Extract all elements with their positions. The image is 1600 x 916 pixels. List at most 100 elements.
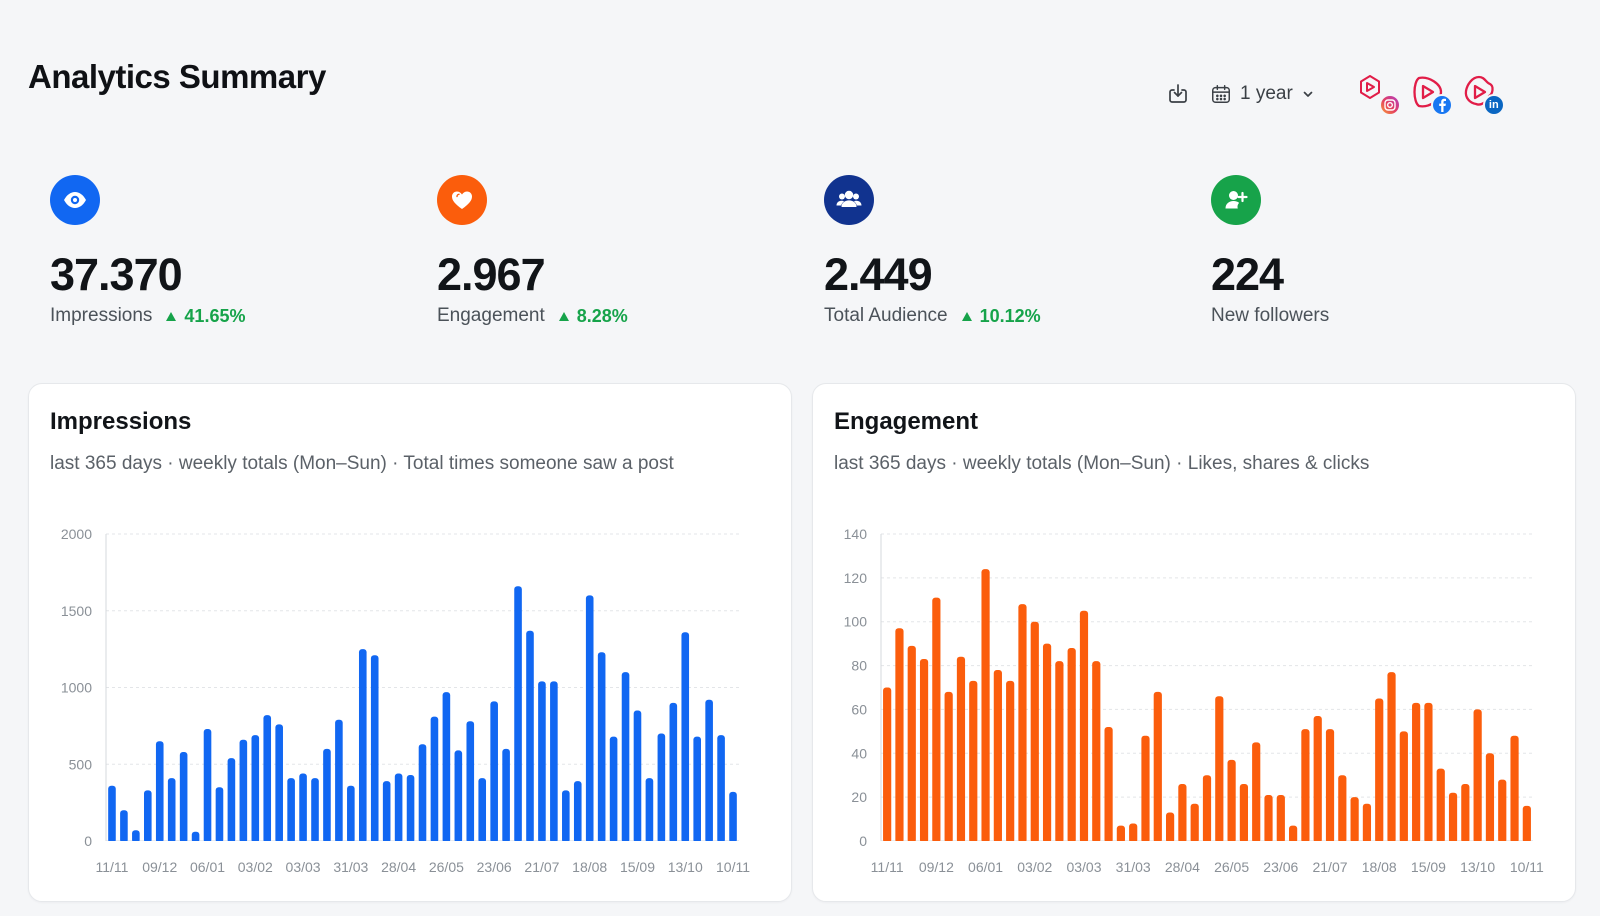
bar[interactable]: [406, 774, 415, 843]
bar[interactable]: [538, 681, 546, 843]
account-instagram[interactable]: [1355, 72, 1401, 116]
bar[interactable]: [191, 831, 200, 843]
bar[interactable]: [442, 692, 451, 843]
bar[interactable]: [490, 701, 498, 843]
bar[interactable]: [1461, 783, 1470, 843]
bar[interactable]: [585, 595, 594, 843]
bar[interactable]: [215, 787, 224, 843]
bar[interactable]: [358, 649, 367, 843]
bar[interactable]: [907, 645, 916, 843]
bar[interactable]: [669, 702, 678, 843]
bar[interactable]: [1424, 702, 1433, 843]
bar[interactable]: [1264, 794, 1273, 843]
bar[interactable]: [1301, 729, 1310, 843]
bar[interactable]: [430, 716, 439, 843]
bar[interactable]: [1350, 797, 1359, 843]
bar[interactable]: [1178, 783, 1187, 843]
bar[interactable]: [597, 652, 606, 843]
bar[interactable]: [919, 658, 929, 843]
bar[interactable]: [120, 810, 128, 843]
bar[interactable]: [932, 597, 941, 843]
bar[interactable]: [1190, 803, 1199, 843]
bar[interactable]: [645, 778, 654, 843]
bar[interactable]: [1473, 709, 1482, 843]
bar[interactable]: [1252, 742, 1261, 843]
bar[interactable]: [895, 628, 904, 843]
bar[interactable]: [1522, 805, 1531, 843]
bar[interactable]: [1030, 621, 1039, 843]
bar[interactable]: [1498, 779, 1507, 843]
account-linkedin[interactable]: in: [1459, 72, 1505, 116]
bar[interactable]: [1215, 696, 1224, 843]
download-button[interactable]: [1160, 76, 1196, 112]
bar[interactable]: [1104, 726, 1113, 843]
bar[interactable]: [287, 778, 295, 843]
bar[interactable]: [573, 781, 582, 843]
bar[interactable]: [514, 586, 522, 843]
bar[interactable]: [167, 778, 176, 843]
bar[interactable]: [1141, 735, 1150, 843]
bar[interactable]: [1276, 794, 1285, 843]
bar[interactable]: [1202, 775, 1212, 843]
bar[interactable]: [1387, 672, 1396, 843]
bar[interactable]: [717, 735, 725, 843]
bar[interactable]: [609, 736, 618, 843]
bar[interactable]: [1227, 759, 1236, 843]
bar[interactable]: [335, 719, 343, 843]
bar[interactable]: [633, 710, 642, 843]
bar[interactable]: [478, 778, 487, 843]
bar[interactable]: [1067, 648, 1076, 843]
bar[interactable]: [944, 691, 953, 843]
bar[interactable]: [263, 715, 272, 843]
bar[interactable]: [956, 656, 966, 843]
bar[interactable]: [550, 681, 558, 843]
bar[interactable]: [179, 751, 188, 843]
bar[interactable]: [155, 741, 164, 843]
bar[interactable]: [227, 758, 236, 843]
bar[interactable]: [621, 672, 630, 843]
bar[interactable]: [466, 721, 475, 843]
bar[interactable]: [981, 569, 990, 843]
bar[interactable]: [323, 748, 331, 843]
bar[interactable]: [1485, 753, 1495, 843]
bar[interactable]: [705, 699, 713, 843]
bar[interactable]: [1362, 803, 1372, 843]
bar[interactable]: [454, 750, 463, 843]
bar[interactable]: [1338, 775, 1347, 843]
bar[interactable]: [562, 790, 570, 843]
account-facebook[interactable]: [1407, 72, 1453, 116]
bar[interactable]: [1092, 661, 1101, 843]
bar[interactable]: [418, 744, 427, 843]
bar[interactable]: [1165, 812, 1175, 843]
bar[interactable]: [108, 785, 116, 843]
bar[interactable]: [1325, 729, 1335, 843]
bar[interactable]: [1006, 680, 1015, 843]
bar[interactable]: [203, 728, 212, 843]
bar[interactable]: [1239, 783, 1249, 843]
bar[interactable]: [299, 773, 307, 843]
bar[interactable]: [239, 739, 248, 843]
bar[interactable]: [347, 785, 355, 843]
bar[interactable]: [657, 733, 666, 843]
bar[interactable]: [1055, 661, 1064, 843]
bar[interactable]: [1289, 825, 1298, 843]
bar[interactable]: [1375, 698, 1384, 843]
bar[interactable]: [969, 680, 978, 843]
bar[interactable]: [370, 655, 379, 843]
bar[interactable]: [681, 632, 690, 843]
bar[interactable]: [1153, 691, 1162, 843]
bar[interactable]: [1079, 610, 1089, 843]
bar[interactable]: [1436, 768, 1445, 843]
bar[interactable]: [1412, 702, 1421, 843]
bar[interactable]: [144, 790, 152, 843]
bar[interactable]: [275, 724, 283, 843]
bar[interactable]: [693, 736, 701, 843]
bar[interactable]: [311, 778, 319, 843]
bar[interactable]: [1313, 716, 1322, 843]
bar[interactable]: [502, 748, 510, 843]
bar[interactable]: [526, 630, 534, 843]
bar[interactable]: [382, 781, 391, 843]
date-range-select[interactable]: 1 year: [1210, 76, 1315, 112]
bar[interactable]: [1042, 643, 1052, 843]
bar[interactable]: [1116, 825, 1125, 843]
